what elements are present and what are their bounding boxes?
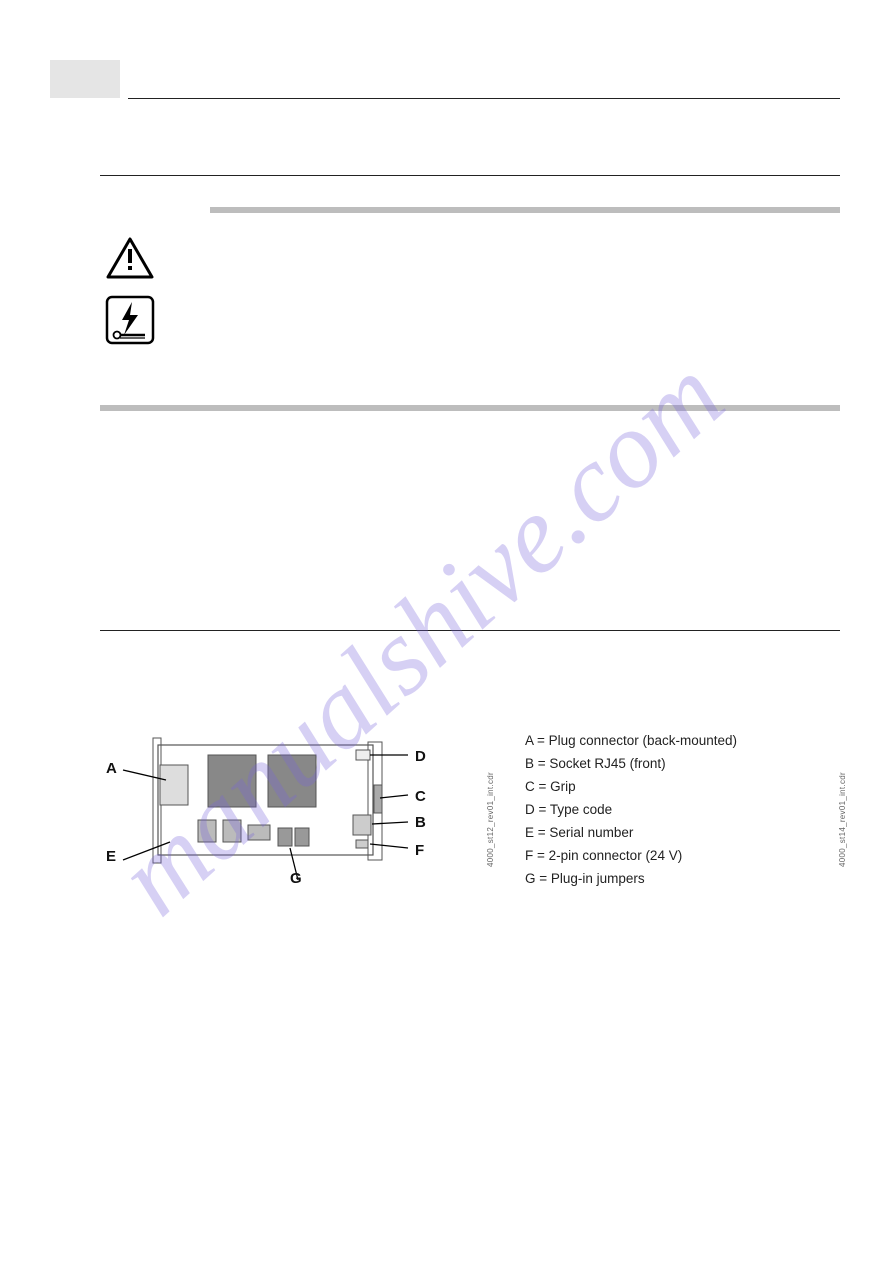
page-number-box [50,60,120,98]
callout-a: A [106,760,117,777]
legend-line-e: E = Serial number [525,822,737,845]
section-rule-2 [100,630,840,631]
callout-b: B [415,814,426,831]
legend-line-a: A = Plug connector (back-mounted) [525,730,737,753]
callout-d: D [415,748,426,765]
callout-g: G [290,870,302,887]
gray-divider-2 [100,405,840,411]
vertical-ref-right: 4000_st14_rev01_int.cdr [838,772,847,867]
legend-line-d: D = Type code [525,799,737,822]
legend-line-g: G = Plug-in jumpers [525,868,737,891]
header-rule [128,98,840,99]
legend-line-f: F = 2-pin connector (24 V) [525,845,737,868]
legend-block: A = Plug connector (back-mounted) B = So… [525,730,737,891]
legend-line-b: B = Socket RJ45 (front) [525,753,737,776]
legend-line-c: C = Grip [525,776,737,799]
esd-hazard-icon [105,295,155,345]
callout-f: F [415,842,424,859]
section-rule-1 [100,175,840,176]
callout-e: E [106,848,116,865]
gray-divider-1 [210,207,840,213]
circuit-board-diagram [98,720,438,895]
watermark-svg: manualshive.com [0,0,893,1263]
warning-triangle-icon [105,237,155,281]
callout-c: C [415,788,426,805]
vertical-ref-left: 4000_st12_rev01_int.cdr [486,772,495,867]
